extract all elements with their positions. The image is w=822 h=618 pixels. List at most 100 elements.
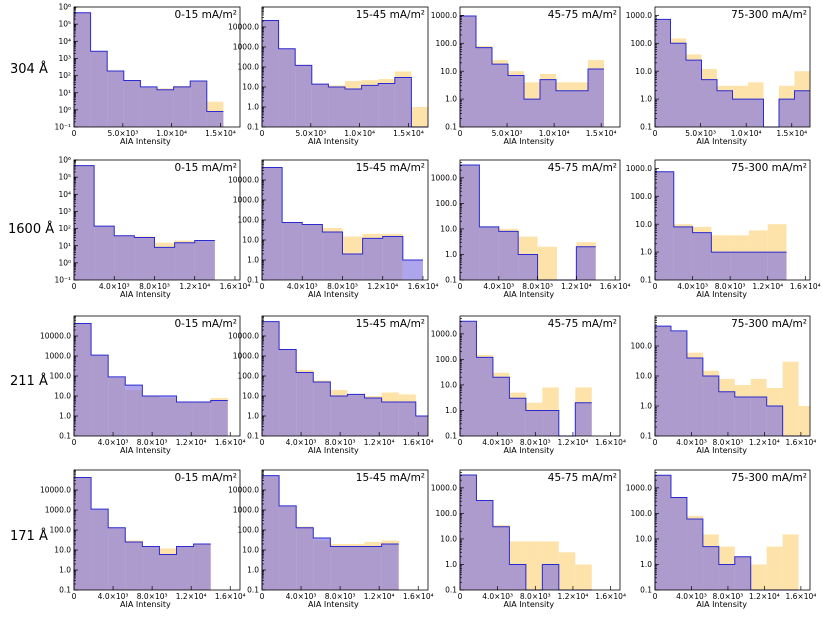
row-label: 304 Å	[10, 61, 48, 77]
y-tick-label: 1.0	[247, 103, 259, 112]
y-tick-label: 1000.0	[45, 352, 71, 361]
y-tick-label: 0.1	[247, 276, 259, 285]
bar-series-b	[322, 232, 343, 280]
x-tick-label: 1.6×10⁴	[403, 592, 434, 601]
x-axis-label: AIA Intensity	[696, 600, 747, 609]
panel-title: 45-75 mA/m²	[548, 162, 617, 174]
bar-series-b	[575, 402, 592, 436]
series-b-outline	[261, 321, 428, 436]
series-b-outline	[261, 167, 423, 280]
y-tick-label: 1.0	[445, 560, 457, 569]
x-tick-label: 1.2×10⁴	[749, 438, 780, 447]
y-tick-label: 10.0	[440, 535, 457, 544]
x-tick-label: 4.0×10³	[287, 282, 318, 291]
y-tick-label: 10.0	[242, 83, 259, 92]
bar-series-b	[381, 543, 399, 590]
x-tick-label: 4.0×10³	[286, 438, 317, 447]
bar-series-b	[279, 349, 297, 436]
bar-series-b	[508, 75, 524, 127]
x-axis-label: AIA Intensity	[308, 600, 359, 609]
x-tick-label: 0	[458, 592, 463, 601]
bar-series-b	[460, 474, 477, 590]
plot-frame	[654, 469, 811, 591]
x-axis-label: AIA Intensity	[308, 137, 359, 146]
x-axis-label: AIA Intensity	[120, 137, 171, 146]
panel-title: 0-15 mA/m²	[174, 162, 237, 174]
y-tick-label: 1000.0	[233, 506, 259, 515]
y-tick-label: 10⁰	[58, 105, 71, 114]
bar-series-b	[655, 171, 674, 280]
bar-series-b	[588, 68, 604, 127]
bar-series-b	[330, 396, 348, 436]
x-tick-label: 1.6×10⁴	[785, 592, 816, 601]
bar-series-b	[542, 564, 559, 590]
y-tick-label: 100.0	[50, 372, 72, 381]
bar-series-b	[670, 497, 687, 590]
bar-series-a	[411, 107, 428, 127]
bar-series-b	[702, 546, 719, 590]
y-tick-label: 10⁶	[58, 3, 71, 12]
bar-series-b	[125, 542, 143, 590]
x-tick-label: 0	[72, 438, 77, 447]
x-axis-label: AIA Intensity	[696, 290, 747, 299]
bar-series-b	[330, 546, 348, 590]
y-tick-label: 0.1	[445, 276, 457, 285]
x-tick-label: 1.5×10⁴	[393, 129, 424, 138]
y-tick-label: 10⁰	[58, 258, 71, 267]
bar-series-b	[302, 224, 323, 280]
x-tick-label: 1.6×10⁴	[600, 282, 631, 291]
bar-series-b	[295, 65, 312, 127]
y-tick-label: 100.0	[436, 509, 458, 518]
x-tick-label: 8.0×10³	[137, 438, 168, 447]
plot-frame	[654, 6, 811, 128]
bar-series-b	[114, 235, 135, 280]
bar-series-b	[74, 12, 91, 128]
bar-series-b	[498, 231, 519, 280]
bar-series-b	[686, 357, 703, 436]
bar-series-b	[193, 543, 211, 590]
x-tick-label: 1.6×10⁴	[215, 438, 246, 447]
histogram-panel: 0.1 1.0 10.0 100.0 1000.0 0 4.0×10³ 8.0×10³ 1.2×…	[626, 469, 816, 609]
bar-series-b	[159, 396, 177, 436]
y-tick-label: 10000.0	[228, 486, 259, 495]
x-tick-label: 1.2×10⁴	[561, 282, 592, 291]
x-tick-label: 4.0×10³	[676, 592, 707, 601]
x-tick-label: 0	[260, 438, 265, 447]
x-tick-label: 0	[260, 592, 265, 601]
y-tick-label: 1.0	[247, 256, 259, 265]
panel-title: 45-75 mA/m²	[548, 472, 617, 484]
x-tick-label: 1.6×10⁴	[403, 438, 434, 447]
x-tick-label: 1.2×10⁴	[558, 438, 589, 447]
y-tick-label: 1.0	[247, 566, 259, 575]
bar-series-b	[460, 164, 480, 280]
bar-series-b	[108, 376, 126, 436]
x-tick-label: 8.0×10³	[522, 282, 553, 291]
bar-series-b	[476, 500, 493, 590]
histogram-panel: 0.1 1.0 10.0 100.0 1000.0 0 4.0×10³ 8.0×10³ 1.2×…	[431, 315, 626, 455]
y-tick-label: 10.0	[440, 381, 457, 390]
bar-series-b	[313, 537, 331, 590]
bar-series-b	[206, 111, 224, 127]
bar-series-b	[794, 90, 810, 127]
y-tick-label: 10⁴	[58, 37, 71, 46]
series-b-outline	[654, 171, 787, 280]
y-tick-label: 1000.0	[626, 483, 652, 492]
series-b-outline	[73, 165, 215, 280]
bar-series-b	[766, 406, 783, 436]
y-tick-label: 100.0	[631, 39, 653, 48]
x-tick-label: 1.6×10⁴	[215, 592, 246, 601]
x-axis-label: AIA Intensity	[503, 600, 554, 609]
x-tick-label: 1.6×10⁴	[785, 438, 816, 447]
x-tick-label: 0	[653, 438, 658, 447]
bar-series-b	[74, 165, 95, 280]
bar-series-b	[460, 321, 477, 436]
x-tick-label: 5.0×10³	[295, 129, 326, 138]
bar-series-b	[402, 260, 423, 280]
y-tick-label: 10.0	[635, 372, 652, 381]
bar-series-b	[364, 397, 382, 436]
panel-title: 45-75 mA/m²	[548, 9, 617, 21]
bar-series-a	[782, 534, 799, 590]
y-tick-label: 1.0	[640, 248, 652, 257]
bar-series-b	[398, 402, 416, 436]
series-b-outline	[459, 15, 604, 127]
